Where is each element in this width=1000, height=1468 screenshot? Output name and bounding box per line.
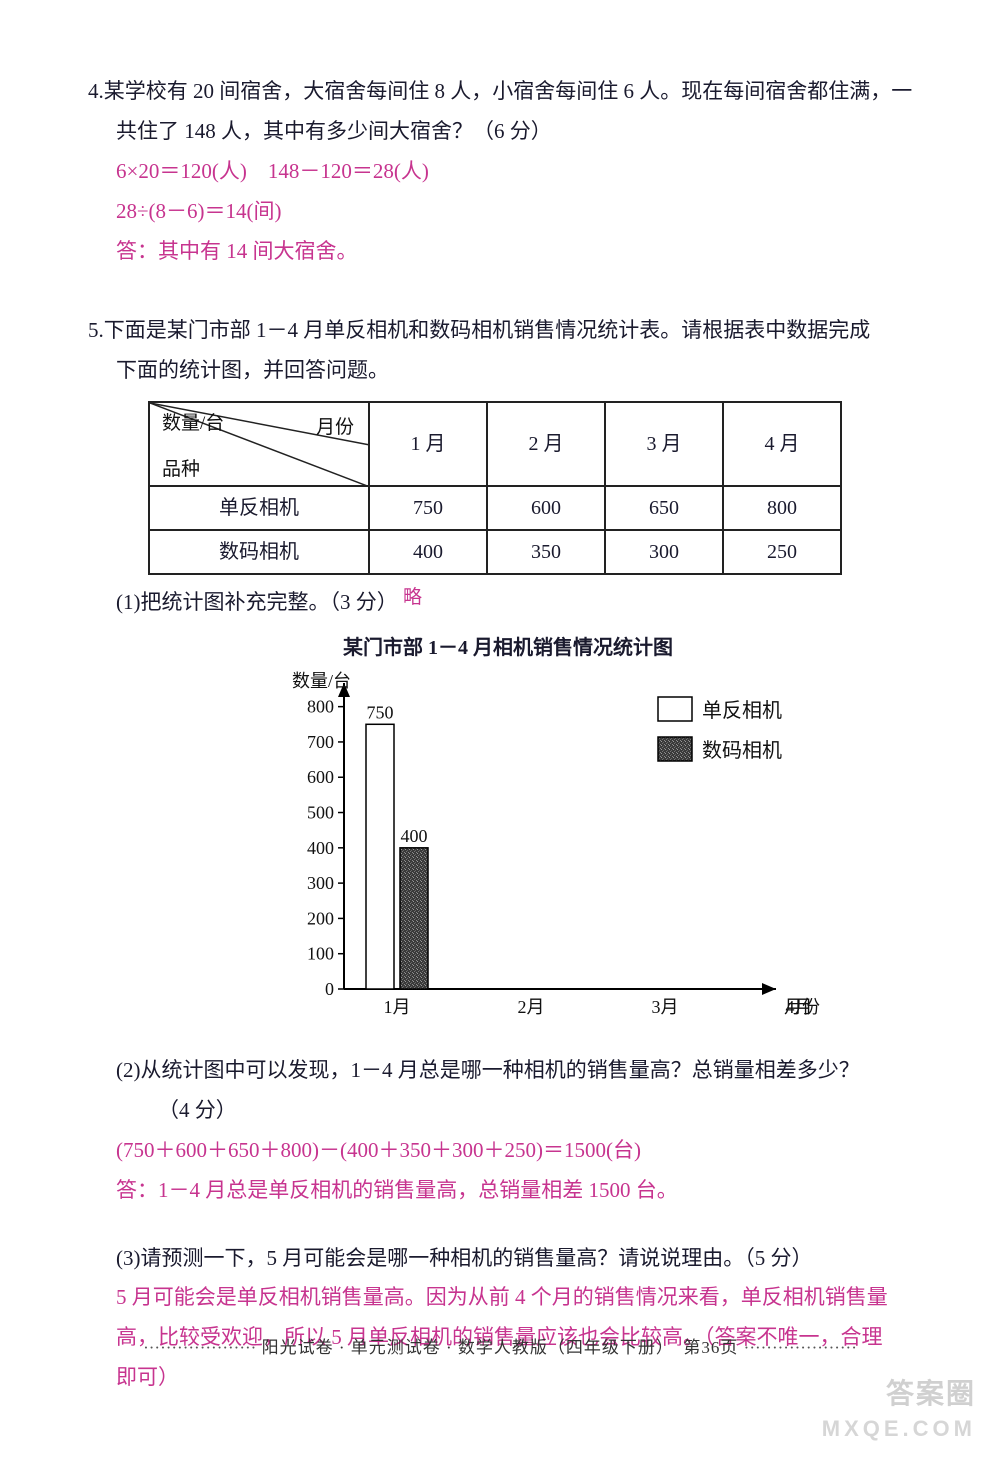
chart-title: 某门市部 1－4 月相机销售情况统计图 <box>88 629 928 667</box>
svg-text:100: 100 <box>307 944 334 964</box>
watermark-en: MXQE.COM <box>822 1416 976 1442</box>
svg-text:200: 200 <box>307 909 334 929</box>
svg-text:500: 500 <box>307 803 334 823</box>
sales-table: 数量/台 月份品种 1 月2 月3 月4 月单反相机750600650800 数码相机… <box>148 401 928 575</box>
svg-text:数量/台: 数量/台 <box>292 671 351 691</box>
q4-answer-line2: 28÷(8－6)＝14(间) <box>116 192 928 232</box>
table-cell: 650 <box>605 486 723 530</box>
table-month-header: 4 月 <box>723 402 841 486</box>
q5-part2-answer1: (750＋600＋650＋800)－(400＋350＋300＋250)＝1500… <box>116 1131 928 1171</box>
svg-text:数码相机: 数码相机 <box>702 739 782 762</box>
table-month-header: 2 月 <box>487 402 605 486</box>
q4-line1: 4.某学校有 20 间宿舍，大宿舍每间住 8 人，小宿舍每间住 6 人。现在每间… <box>88 72 928 112</box>
q5-part2-line2: （4 分） <box>158 1091 928 1131</box>
svg-text:600: 600 <box>307 767 334 787</box>
q5-part1-answer: 略 <box>403 587 422 608</box>
q4-answer-line3: 答：其中有 14 间大宿舍。 <box>116 232 928 272</box>
question-5: 5.下面是某门市部 1－4 月单反相机和数码相机销售情况统计表。请根据表中数据完… <box>88 311 928 1398</box>
footer-text: 阳光试卷 · 单元测试卷 · 数学人教版（四年级下册） 第36页 <box>262 1338 744 1357</box>
q4-answer-line1: 6×20＝120(人) 148－120＝28(人) <box>116 152 928 192</box>
svg-text:400: 400 <box>401 826 428 846</box>
table-cell: 350 <box>487 530 605 574</box>
q5-part2-line1: (2)从统计图中可以发现，1－4 月总是哪一种相机的销售量高？总销量相差多少？ <box>116 1051 928 1091</box>
footer-dots-right: ···················· <box>744 1338 857 1357</box>
svg-text:300: 300 <box>307 873 334 893</box>
svg-text:3月: 3月 <box>652 997 679 1017</box>
table-corner-cell: 数量/台 月份品种 <box>149 402 369 486</box>
table-cell: 600 <box>487 486 605 530</box>
table-row-label: 数码相机 <box>149 530 369 574</box>
svg-text:2月: 2月 <box>518 997 545 1017</box>
table-cell: 250 <box>723 530 841 574</box>
watermark-cn: 答案圈 <box>886 1372 976 1412</box>
q5-part1: (1)把统计图补充完整。（3 分） 略 <box>116 583 928 623</box>
svg-text:800: 800 <box>307 697 334 717</box>
table-month-header: 1 月 <box>369 402 487 486</box>
svg-text:月份: 月份 <box>784 997 820 1017</box>
table-cell: 300 <box>605 530 723 574</box>
svg-text:数量/台: 数量/台 <box>162 412 224 434</box>
svg-text:0: 0 <box>325 979 334 999</box>
table-row-label: 单反相机 <box>149 486 369 530</box>
svg-text:700: 700 <box>307 732 334 752</box>
question-4: 4.某学校有 20 间宿舍，大宿舍每间住 8 人，小宿舍每间住 6 人。现在每间… <box>88 72 928 271</box>
q5-intro-line1: 5.下面是某门市部 1－4 月单反相机和数码相机销售情况统计表。请根据表中数据完… <box>88 311 928 351</box>
bar-chart: 0100200300400500600700800数量/台1月2月3月4月月份7… <box>258 671 858 1045</box>
q5-part2-answer2: 答：1－4 月总是单反相机的销售量高，总销量相差 1500 台。 <box>116 1171 928 1211</box>
table-cell: 800 <box>723 486 841 530</box>
svg-text:品种: 品种 <box>162 458 200 480</box>
svg-text:单反相机: 单反相机 <box>702 699 782 722</box>
q5-part3-answer-l3: 即可） <box>116 1358 928 1398</box>
table-cell: 750 <box>369 486 487 530</box>
q5-part3-question: (3)请预测一下，5 月可能会是哪一种相机的销售量高？请说说理由。（5 分） <box>116 1239 928 1279</box>
svg-text:750: 750 <box>367 702 394 722</box>
table-cell: 400 <box>369 530 487 574</box>
table-month-header: 3 月 <box>605 402 723 486</box>
q5-part1-label: (1)把统计图补充完整。（3 分） <box>116 590 398 614</box>
q5-part3-answer-l1: 5 月可能会是单反相机销售量高。因为从前 4 个月的销售情况来看，单反相机销售量 <box>116 1278 928 1318</box>
svg-text:月份: 月份 <box>316 416 354 438</box>
q5-intro-line2: 下面的统计图，并回答问题。 <box>116 351 928 391</box>
svg-text:400: 400 <box>307 838 334 858</box>
footer-dots-left: ···················· <box>143 1338 256 1357</box>
page-footer: ···················· 阳光试卷 · 单元测试卷 · 数学人教… <box>0 1333 1000 1358</box>
q4-line2: 共住了 148 人，其中有多少间大宿舍？（6 分） <box>116 112 928 152</box>
svg-text:1月: 1月 <box>384 997 411 1017</box>
